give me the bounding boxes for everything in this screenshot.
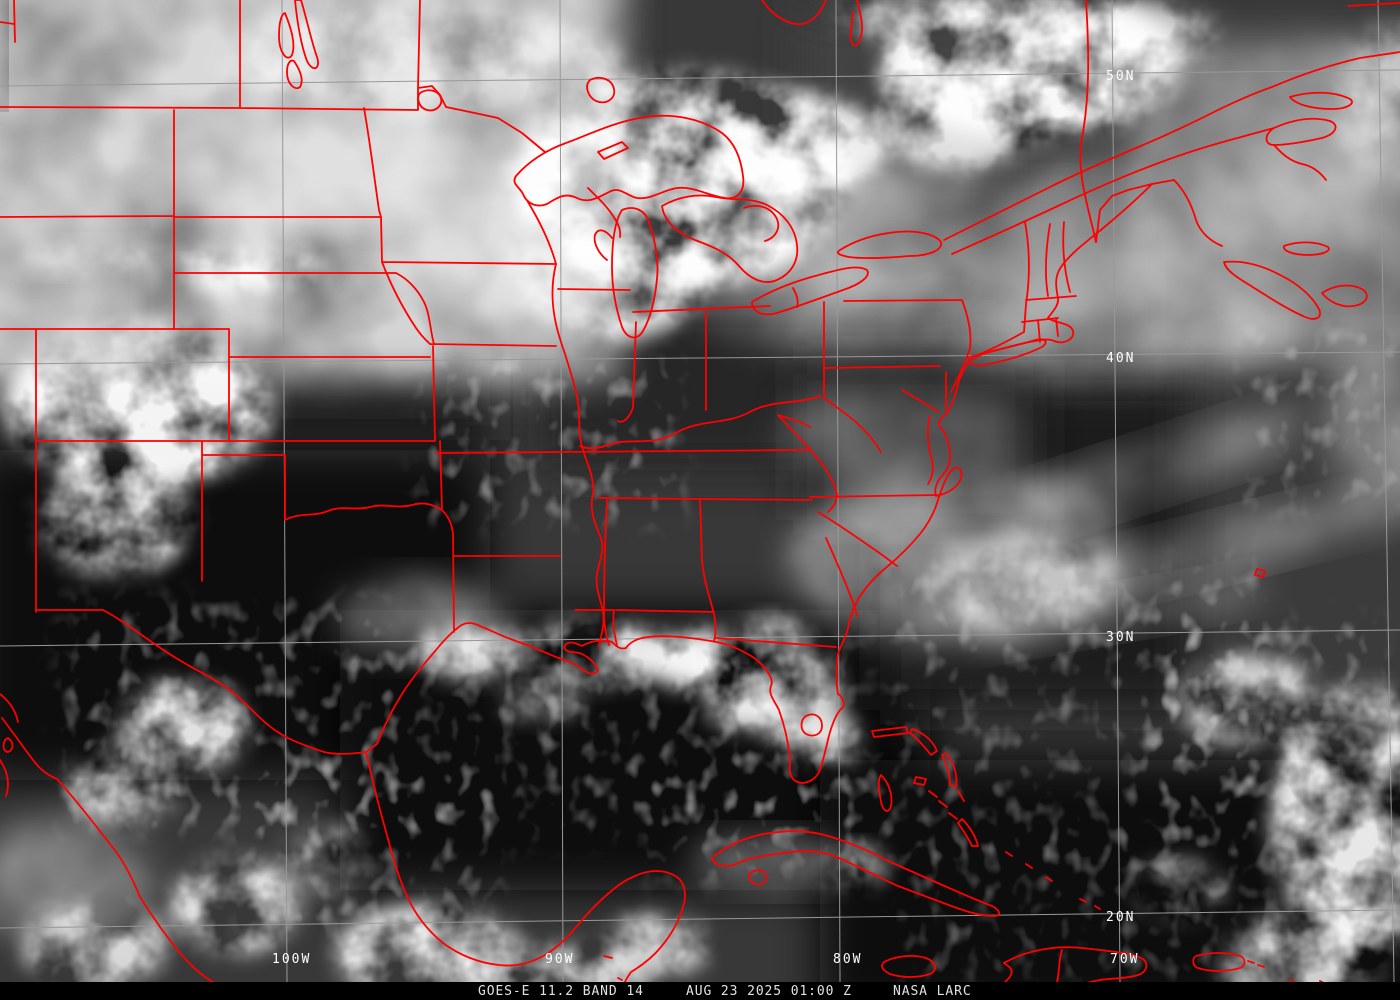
lake-ontario-outline xyxy=(836,230,942,259)
gridline-90w xyxy=(559,0,564,983)
james-bay-rivers xyxy=(761,0,863,47)
border-plains-states xyxy=(0,107,811,647)
lat-label-50n: 50N xyxy=(1106,69,1135,84)
puerto-rico-outline xyxy=(1192,952,1246,972)
border-us-canada-west xyxy=(0,0,546,153)
cuba-outline xyxy=(603,830,1000,981)
lon-label-80w: 80W xyxy=(833,952,862,967)
lon-label-100w: 100W xyxy=(272,952,311,967)
lake-erie-outline xyxy=(751,266,869,316)
border-maritimes xyxy=(1173,144,1368,320)
gridline-80w xyxy=(835,0,841,983)
caption-bar: GOES-E 11.2 BAND 14 AUG 23 2025 01:00 Z … xyxy=(0,982,1400,1000)
lon-label-70w: 70W xyxy=(1110,952,1139,967)
manitoba-lakes-outline xyxy=(278,0,319,89)
lon-label-90w: 90W xyxy=(545,952,574,967)
gridline-50n xyxy=(0,69,1400,87)
lake-nipigon-outline xyxy=(586,76,616,104)
border-midwest-states xyxy=(557,187,837,648)
gridline-30n xyxy=(0,629,1400,647)
lat-label-20n: 20N xyxy=(1106,910,1135,925)
gridline-40n xyxy=(0,351,1400,365)
lat-label-30n: 30N xyxy=(1106,630,1135,645)
coastline-mexico-pacific xyxy=(0,693,256,1000)
bahamas-outlines xyxy=(871,726,1101,910)
border-appalachian-states xyxy=(777,299,972,617)
lat-label-40n: 40N xyxy=(1106,351,1135,366)
lake-of-the-woods-outline xyxy=(417,89,443,112)
border-mississippi-river xyxy=(527,201,605,647)
gridline-20n xyxy=(0,909,1400,929)
border-new-england xyxy=(977,179,1175,356)
lake-michigan-outline xyxy=(593,207,659,339)
lake-okeechobee-outline xyxy=(800,713,823,737)
jamaica-outline xyxy=(881,955,936,978)
isle-royale-outline xyxy=(597,141,629,160)
long-island-outline xyxy=(968,338,1047,367)
lake-superior-outline xyxy=(513,114,745,207)
gridline-70w xyxy=(1111,0,1121,983)
gridline-60w xyxy=(1377,0,1395,983)
caption-instrument-label: GOES-E 11.2 BAND 14 xyxy=(478,984,644,999)
grid-labels: 50N 40N 30N 20N 100W 90W 80W 70W xyxy=(272,69,1139,967)
border-quebec-stlawrence xyxy=(943,0,1400,255)
border-rio-grande xyxy=(35,609,367,755)
caption-credit-label: NASA LARC xyxy=(893,984,972,999)
caption-datetime-label: AUG 23 2025 01:00 Z xyxy=(686,984,852,999)
bermuda-outline xyxy=(1254,568,1266,578)
